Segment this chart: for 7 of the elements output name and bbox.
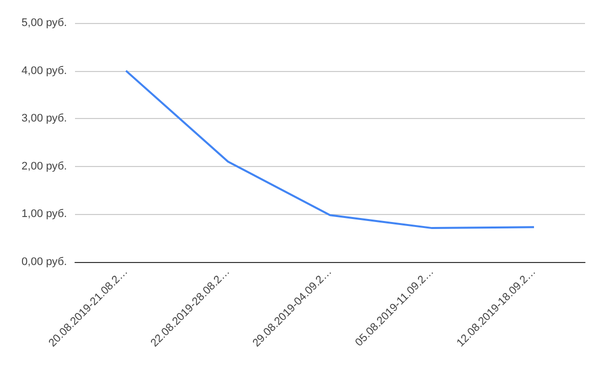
y-tick-label: 5,00 руб. [22, 17, 67, 29]
y-tick-label: 3,00 руб. [22, 112, 67, 125]
y-tick-label: 2,00 руб. [22, 160, 67, 172]
y-tick-label: 1,00 руб. [22, 208, 67, 220]
line-series [125, 70, 535, 230]
y-tick-label: 4,00 руб. [22, 64, 67, 77]
y-tick-label: 0,00 руб. [22, 256, 67, 268]
